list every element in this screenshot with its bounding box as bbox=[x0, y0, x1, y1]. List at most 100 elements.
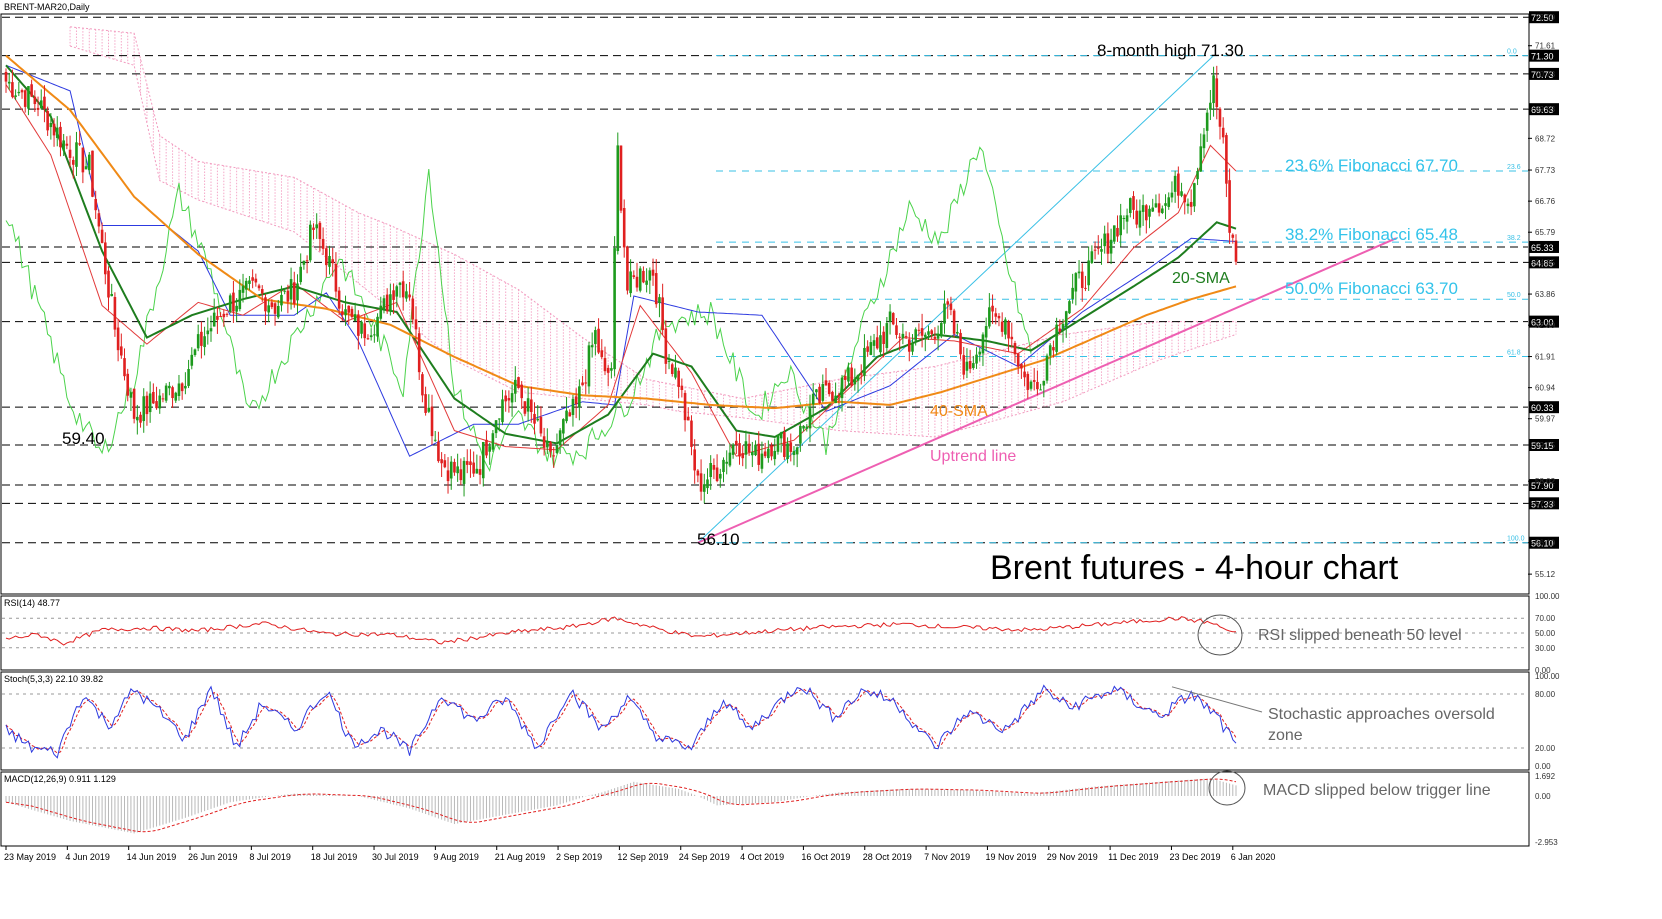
stoch-tick-label: 100.00 bbox=[1535, 672, 1560, 681]
candle-body bbox=[1183, 194, 1187, 203]
candle-body bbox=[1234, 240, 1238, 262]
rsi-panel-frame bbox=[0, 595, 1530, 671]
date-tick-label: 2 Sep 2019 bbox=[556, 852, 602, 862]
candle-body bbox=[433, 439, 437, 441]
candle-body bbox=[1039, 389, 1042, 391]
candle-body bbox=[645, 280, 648, 285]
key-level-box bbox=[1529, 497, 1559, 510]
candle-body bbox=[581, 382, 584, 386]
price-tick-label: 71.61 bbox=[1535, 42, 1556, 51]
candle-body bbox=[872, 340, 876, 346]
candle-body bbox=[901, 333, 905, 339]
candle-body bbox=[690, 420, 693, 447]
candle-body bbox=[972, 363, 975, 369]
candle-body bbox=[1103, 233, 1106, 247]
price-tick-label: 63.86 bbox=[1535, 290, 1556, 299]
fibonacci-levels: 0.0 23.6 38.2 50.0 61.8 100.0 bbox=[697, 49, 1528, 544]
candle-body bbox=[1010, 336, 1014, 340]
candle-body bbox=[142, 396, 146, 422]
candle-body bbox=[507, 398, 511, 401]
candle-body bbox=[328, 256, 331, 267]
date-tick-label: 14 Jun 2019 bbox=[127, 852, 177, 862]
candle-body bbox=[962, 355, 966, 375]
candle-body bbox=[1036, 381, 1039, 390]
date-tick-label: 16 Oct 2019 bbox=[801, 852, 850, 862]
key-level-box bbox=[1529, 438, 1559, 451]
candle-body bbox=[898, 336, 901, 338]
candle-body bbox=[177, 383, 181, 397]
candle-body bbox=[702, 484, 706, 492]
candle-body bbox=[795, 447, 799, 455]
date-tick-label: 18 Jul 2019 bbox=[311, 852, 358, 862]
high-annotation: 8-month high 71.30 bbox=[1097, 41, 1244, 60]
candle-body bbox=[449, 461, 453, 479]
fib-diagonal bbox=[697, 55, 1214, 544]
candle-body bbox=[1090, 251, 1094, 263]
candle-body bbox=[344, 309, 347, 316]
candle-body bbox=[603, 358, 607, 372]
fib-tag: 50.0 bbox=[1507, 292, 1521, 299]
candle-body bbox=[360, 321, 363, 334]
price-tick-label: 64.85 bbox=[1535, 258, 1556, 267]
candle-body bbox=[232, 292, 235, 312]
price-tick-label: 68.72 bbox=[1535, 134, 1556, 143]
date-tick-label: 4 Jun 2019 bbox=[65, 852, 110, 862]
candle-body bbox=[456, 466, 459, 474]
candle-body bbox=[292, 282, 296, 304]
candle-body bbox=[1196, 170, 1199, 180]
candle-body bbox=[241, 285, 245, 293]
candle-body bbox=[949, 303, 953, 310]
candle-body bbox=[731, 444, 735, 455]
candle-body bbox=[859, 373, 863, 375]
candle-body bbox=[469, 461, 472, 466]
candle-body bbox=[11, 82, 14, 97]
candle-body bbox=[994, 313, 998, 317]
candle-body bbox=[472, 462, 475, 474]
candle-body bbox=[1004, 319, 1007, 335]
candle-body bbox=[891, 313, 895, 325]
candle-body bbox=[1080, 271, 1084, 288]
candle-body bbox=[401, 281, 405, 298]
candle-body bbox=[283, 290, 286, 292]
candle-body bbox=[1122, 218, 1126, 220]
candle-body bbox=[959, 332, 962, 355]
date-tick-label: 6 Jan 2020 bbox=[1231, 852, 1276, 862]
candle-body bbox=[475, 468, 479, 474]
candle-body bbox=[927, 331, 930, 335]
cloud-span-a bbox=[70, 26, 1236, 400]
sma40-annotation: 40-SMA bbox=[930, 403, 988, 420]
candle-body bbox=[337, 290, 341, 309]
candle-body bbox=[331, 259, 335, 264]
fib-382-annotation: 38.2% Fibonacci 65.48 bbox=[1285, 225, 1458, 244]
candle-body bbox=[1161, 208, 1164, 214]
candle-body bbox=[622, 208, 626, 248]
candle-body bbox=[148, 393, 152, 413]
key-level-label: 56.10 bbox=[1531, 539, 1554, 549]
candle-body bbox=[254, 278, 258, 283]
candle-body bbox=[1199, 146, 1203, 172]
candle-body bbox=[212, 312, 216, 327]
candle-body bbox=[693, 449, 696, 471]
candle-body bbox=[1020, 363, 1023, 369]
conversion-line bbox=[5, 64, 1237, 457]
candle-body bbox=[1186, 203, 1190, 207]
candle-body bbox=[187, 369, 190, 386]
macd-label: MACD(12,26,9) 0.911 1.129 bbox=[4, 774, 116, 784]
stoch-tick-label: 0.00 bbox=[1535, 762, 1551, 771]
candle-body bbox=[568, 412, 572, 417]
candle-body bbox=[600, 350, 604, 358]
candle-body bbox=[930, 330, 934, 335]
candle-body bbox=[286, 290, 290, 302]
candle-body bbox=[1128, 198, 1132, 214]
candle-body bbox=[683, 392, 687, 421]
candle-body bbox=[462, 460, 466, 484]
candle-body bbox=[744, 441, 748, 455]
candle-body bbox=[1064, 311, 1068, 328]
candle-body bbox=[770, 445, 773, 457]
candle-body bbox=[91, 150, 94, 197]
candle-body bbox=[818, 386, 821, 403]
key-level-label: 57.90 bbox=[1531, 481, 1554, 491]
candle-body bbox=[398, 282, 402, 285]
price-tick-label: 65.79 bbox=[1535, 228, 1556, 237]
